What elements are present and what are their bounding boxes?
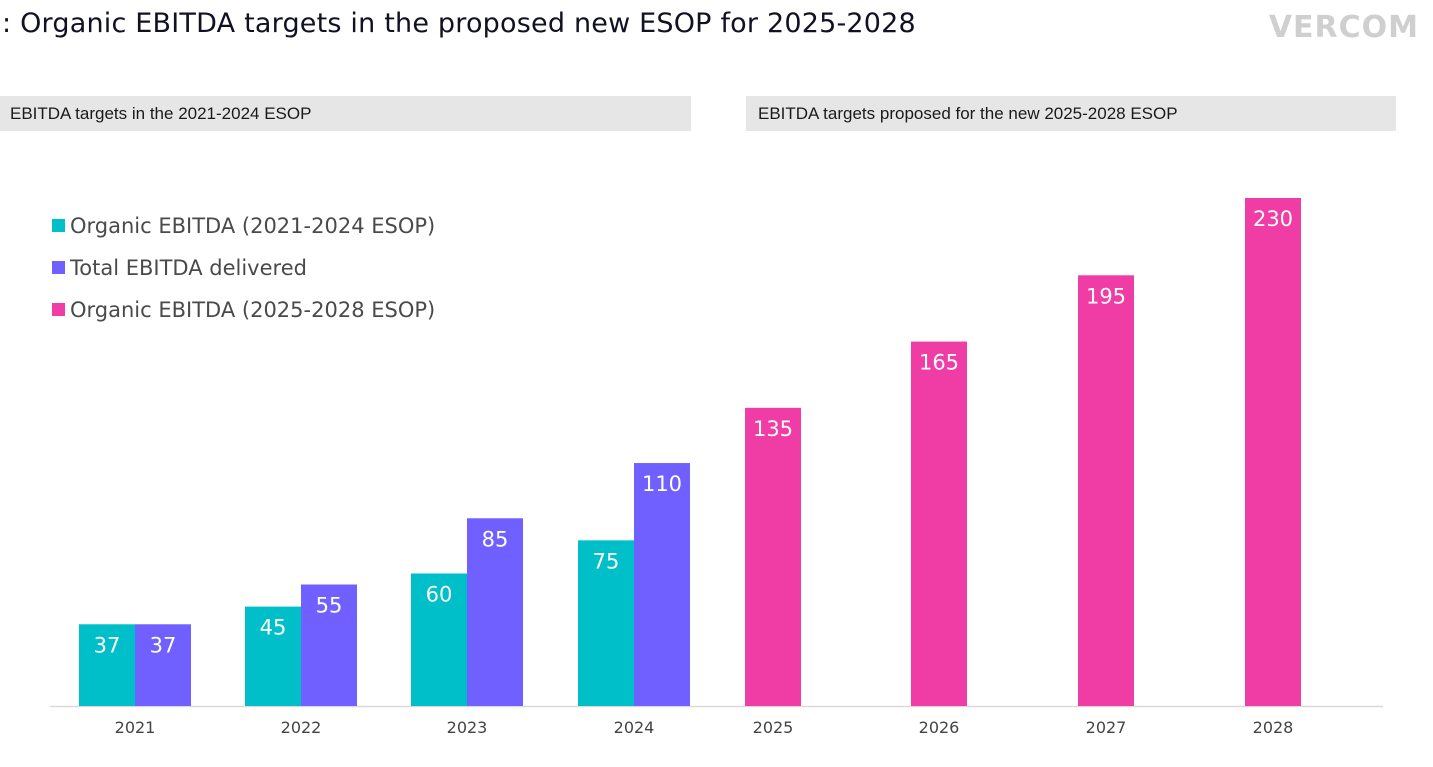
legend-label: Total EBITDA delivered — [70, 256, 307, 280]
section-header-2021-2024: EBITDA targets in the 2021-2024 ESOP — [0, 96, 691, 131]
data-label-organic-2021-2024-2023: 60 — [426, 582, 453, 606]
section-header-2025-2028: EBITDA targets proposed for the new 2025… — [746, 96, 1396, 131]
x-tick-label-2024: 2024 — [614, 718, 655, 737]
bar-organic-2021-2024-2021 — [79, 624, 135, 706]
legend-label: Organic EBITDA (2025-2028 ESOP) — [70, 298, 436, 322]
data-label-total-delivered-2022: 55 — [316, 594, 343, 618]
data-label-organic-2021-2024-2024: 75 — [593, 549, 620, 573]
data-label-organic-2025-2028-2027: 195 — [1086, 284, 1126, 308]
legend-swatch-organic-2021-2024 — [52, 219, 65, 232]
data-label-organic-2021-2024-2022: 45 — [260, 616, 287, 640]
bar-organic-2021-2024-2023 — [411, 573, 467, 706]
x-tick-label-2023: 2023 — [447, 718, 488, 737]
legend-swatch-total-delivered — [52, 261, 65, 274]
bar-total-delivered-2021 — [135, 624, 191, 706]
legend-item-total-delivered: Total EBITDA delivered — [52, 256, 435, 298]
data-label-organic-2025-2028-2025: 135 — [753, 417, 793, 441]
data-label-organic-2025-2028-2028: 230 — [1253, 207, 1293, 231]
bar-organic-2025-2028-2025 — [745, 407, 801, 706]
legend-swatch-organic-2025-2028 — [52, 303, 65, 316]
chart-legend: Organic EBITDA (2021-2024 ESOP) Total EB… — [52, 214, 435, 340]
bar-total-delivered-2023 — [467, 518, 523, 706]
bar-total-delivered-2022 — [301, 584, 357, 706]
x-tick-label-2027: 2027 — [1086, 718, 1127, 737]
legend-item-organic-2025-2028: Organic EBITDA (2025-2028 ESOP) — [52, 298, 435, 340]
legend-item-organic-2021-2024: Organic EBITDA (2021-2024 ESOP) — [52, 214, 435, 256]
data-label-total-delivered-2024: 110 — [642, 472, 682, 496]
x-tick-label-2022: 2022 — [281, 718, 322, 737]
x-tick-label-2021: 2021 — [115, 718, 156, 737]
x-tick-label-2025: 2025 — [753, 718, 794, 737]
x-tick-label-2028: 2028 — [1253, 718, 1294, 737]
data-label-organic-2021-2024-2021: 37 — [94, 633, 121, 657]
bar-organic-2025-2028-2028 — [1245, 198, 1301, 706]
x-tick-label-2026: 2026 — [919, 718, 960, 737]
data-label-organic-2025-2028-2026: 165 — [919, 351, 959, 375]
bar-total-delivered-2024 — [634, 463, 690, 706]
data-label-total-delivered-2023: 85 — [482, 527, 509, 551]
data-label-total-delivered-2021: 37 — [150, 633, 177, 657]
bar-organic-2025-2028-2027 — [1078, 275, 1134, 706]
bar-organic-2021-2024-2024 — [578, 540, 634, 706]
legend-label: Organic EBITDA (2021-2024 ESOP) — [70, 214, 436, 238]
vercom-logo: VERCOM — [1268, 10, 1419, 45]
bar-organic-2021-2024-2022 — [245, 606, 301, 706]
bar-organic-2025-2028-2026 — [911, 341, 967, 706]
page-title: : Organic EBITDA targets in the proposed… — [2, 8, 916, 39]
